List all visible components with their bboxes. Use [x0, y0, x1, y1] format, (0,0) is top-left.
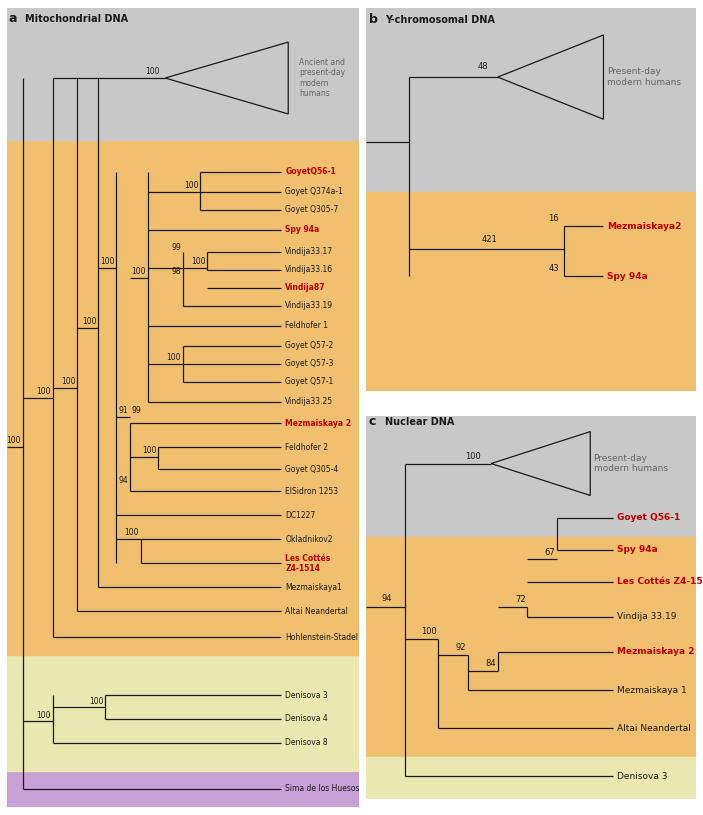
Text: Goyet Q305-7: Goyet Q305-7	[285, 205, 339, 214]
Text: Vindija33.25: Vindija33.25	[285, 397, 333, 406]
Text: Goyet Q374a-1: Goyet Q374a-1	[285, 187, 343, 196]
Text: Okladnikov2: Okladnikov2	[285, 535, 333, 544]
Bar	[366, 8, 696, 192]
Text: 91: 91	[119, 407, 129, 416]
Text: Vindija87: Vindija87	[285, 283, 326, 293]
Text: 72: 72	[515, 596, 526, 605]
Text: Denisova 4: Denisova 4	[285, 715, 328, 724]
Text: DC1227: DC1227	[285, 511, 316, 520]
Bar	[366, 757, 696, 799]
Text: Vindija33.19: Vindija33.19	[285, 302, 333, 311]
Text: 100: 100	[82, 317, 97, 326]
Text: 100: 100	[124, 528, 139, 537]
Text: 67: 67	[545, 548, 555, 557]
Text: a: a	[9, 12, 18, 25]
Text: Feldhofer 1: Feldhofer 1	[285, 321, 328, 330]
Text: 100: 100	[167, 353, 181, 362]
Text: 100: 100	[89, 697, 104, 706]
Text: Denisova 8: Denisova 8	[285, 738, 328, 747]
Text: 100: 100	[465, 452, 482, 460]
Text: Vindija33.17: Vindija33.17	[285, 247, 333, 256]
Bar	[366, 537, 696, 757]
Text: Mezmaiskaya 2: Mezmaiskaya 2	[617, 647, 694, 656]
Text: 100: 100	[142, 447, 157, 456]
Text: Mezmaiskaya2: Mezmaiskaya2	[607, 222, 681, 231]
Text: 92: 92	[456, 643, 466, 652]
Text: 100: 100	[146, 67, 160, 76]
Bar	[7, 8, 359, 140]
Text: Vindija 33.19: Vindija 33.19	[617, 612, 676, 621]
Text: 100: 100	[61, 377, 76, 385]
Text: Altai Neandertal: Altai Neandertal	[617, 724, 690, 733]
Text: 43: 43	[548, 263, 559, 272]
Text: 100: 100	[184, 181, 199, 190]
Text: GoyetQ56-1: GoyetQ56-1	[285, 167, 336, 176]
Text: 48: 48	[477, 63, 488, 72]
Text: Mezmaiskaya 1: Mezmaiskaya 1	[617, 685, 686, 694]
Text: 84: 84	[486, 659, 496, 668]
Text: Goyet Q57-1: Goyet Q57-1	[285, 377, 334, 386]
Bar	[366, 416, 696, 537]
Text: 98: 98	[172, 267, 181, 275]
Text: Hohlenstein-Stadel: Hohlenstein-Stadel	[285, 632, 359, 641]
Text: 94: 94	[382, 594, 392, 603]
Text: 421: 421	[482, 235, 497, 244]
Text: 100: 100	[131, 267, 146, 275]
Text: Mezmaiskaya 2: Mezmaiskaya 2	[285, 419, 352, 428]
Text: c: c	[369, 415, 376, 428]
Text: Sima de los Huesos: Sima de los Huesos	[285, 784, 360, 793]
Text: Present-day
modern humans: Present-day modern humans	[607, 68, 681, 87]
Text: 94: 94	[119, 477, 129, 486]
Text: Goyet Q305-4: Goyet Q305-4	[285, 465, 339, 474]
Text: Ancient and
present-day
modern
humans: Ancient and present-day modern humans	[299, 58, 345, 98]
Text: Goyet Q56-1: Goyet Q56-1	[617, 513, 680, 522]
Text: Spy 94a: Spy 94a	[285, 225, 320, 234]
Bar	[7, 771, 359, 807]
Text: ElSidron 1253: ElSidron 1253	[285, 487, 339, 496]
Bar	[7, 140, 359, 655]
Text: Vindija33.16: Vindija33.16	[285, 265, 333, 274]
Text: 99: 99	[172, 243, 181, 252]
Text: Nuclear DNA: Nuclear DNA	[385, 417, 455, 427]
Text: 100: 100	[6, 437, 21, 446]
Text: Spy 94a: Spy 94a	[617, 545, 657, 554]
Text: Spy 94a: Spy 94a	[607, 271, 647, 281]
Text: Feldhofer 2: Feldhofer 2	[285, 443, 328, 452]
Text: Denisova 3: Denisova 3	[617, 772, 667, 781]
Text: 100: 100	[421, 628, 437, 637]
Text: 100: 100	[37, 386, 51, 395]
Text: 99: 99	[132, 407, 141, 416]
Text: Denisova 3: Denisova 3	[285, 690, 328, 699]
Text: 100: 100	[100, 257, 115, 266]
Text: Mezmaiskaya1: Mezmaiskaya1	[285, 583, 342, 592]
Text: Les Cottés Z4-1514: Les Cottés Z4-1514	[617, 577, 703, 586]
Text: b: b	[369, 14, 378, 26]
Text: Mitochondrial DNA: Mitochondrial DNA	[25, 14, 128, 24]
Text: Les Cottés
Z4-1514: Les Cottés Z4-1514	[285, 553, 330, 573]
Text: Present-day
modern humans: Present-day modern humans	[593, 454, 668, 474]
Text: Goyet Q57-2: Goyet Q57-2	[285, 341, 334, 350]
Text: 16: 16	[548, 214, 559, 222]
Text: Goyet Q57-3: Goyet Q57-3	[285, 359, 334, 368]
Text: Altai Neandertal: Altai Neandertal	[285, 606, 348, 615]
Text: 100: 100	[191, 257, 206, 266]
Bar	[366, 192, 696, 391]
Text: Y-chromosomal DNA: Y-chromosomal DNA	[385, 15, 495, 25]
Bar	[7, 655, 359, 771]
Text: 100: 100	[37, 711, 51, 720]
